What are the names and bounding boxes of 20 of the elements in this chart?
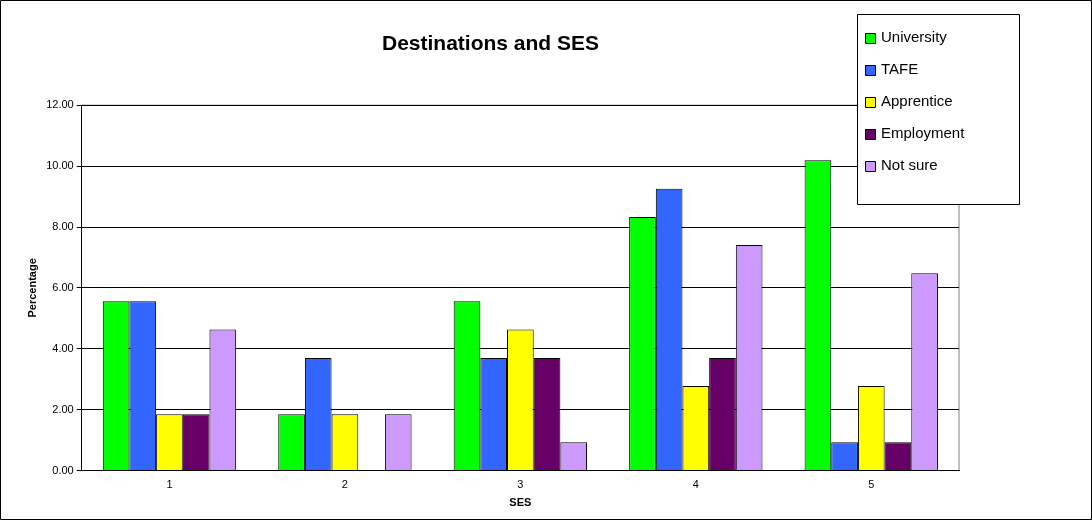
y-tick-label: 6.00 — [52, 280, 74, 293]
y-tick-label: 0.00 — [52, 463, 74, 476]
legend-label: Not sure — [881, 156, 938, 174]
y-tick-label: 4.00 — [52, 341, 74, 354]
y-tick-label: 2.00 — [52, 402, 74, 415]
y-tick-label: 10.00 — [46, 159, 74, 172]
y-axis-title: Percentage — [25, 258, 38, 318]
legend-label: Employment — [881, 124, 966, 142]
legend-label: Apprentice — [881, 92, 953, 110]
x-tick-label: 3 — [517, 478, 524, 491]
chart-title: Destinations and SES — [381, 31, 600, 55]
legend-label: TAFE — [881, 60, 919, 78]
legend-label: University — [881, 28, 948, 46]
y-tick-label: 12.00 — [46, 98, 74, 111]
y-tick-label: 8.00 — [52, 220, 74, 233]
x-tick-label: 5 — [868, 478, 875, 491]
x-tick-label: 1 — [166, 478, 173, 491]
x-tick-label: 4 — [692, 478, 699, 491]
x-tick-label: 2 — [341, 478, 348, 491]
x-axis-title: SES — [509, 496, 532, 509]
